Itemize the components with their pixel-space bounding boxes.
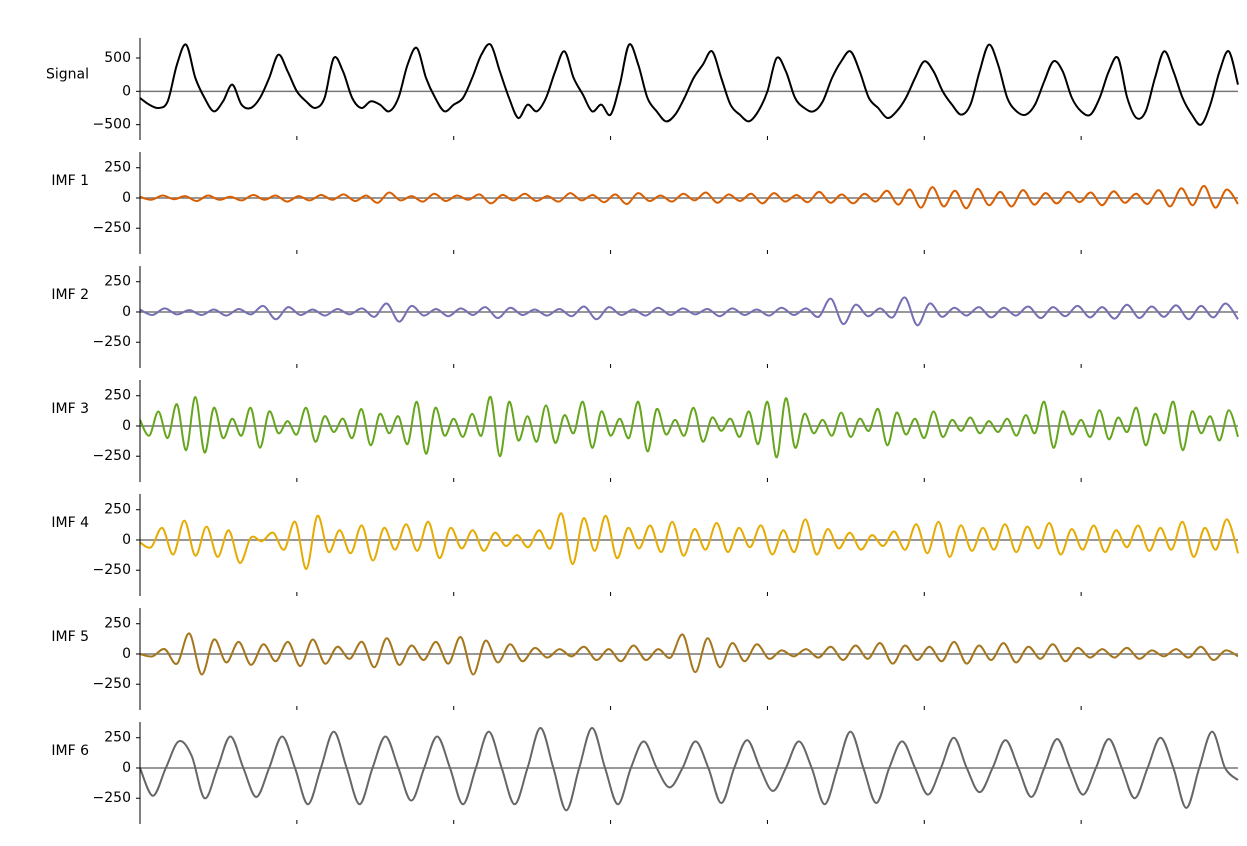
y-tick-label: −250 xyxy=(93,562,131,578)
y-tick-label: 0 xyxy=(122,418,131,434)
y-tick-label: −250 xyxy=(93,790,131,806)
signal-line xyxy=(139,296,1239,327)
signal-line xyxy=(139,184,1239,210)
signal-line xyxy=(139,632,1239,676)
y-tick-label: −250 xyxy=(93,220,131,236)
y-tick-label: −250 xyxy=(93,676,131,692)
y-tick-label: −250 xyxy=(93,334,131,350)
y-tick-label: 250 xyxy=(104,502,131,518)
y-axis-label: Signal xyxy=(46,66,89,82)
y-tick-label: −250 xyxy=(93,448,131,464)
y-tick-label: 250 xyxy=(104,730,131,746)
y-tick-label: 0 xyxy=(122,760,131,776)
y-tick-label: −500 xyxy=(93,117,131,133)
y-tick-label: 250 xyxy=(104,616,131,632)
y-tick-label: 0 xyxy=(122,83,131,99)
signal-line xyxy=(139,395,1239,459)
signal-line xyxy=(139,512,1239,571)
y-axis-label: IMF 3 xyxy=(51,401,89,417)
y-axis-label: IMF 5 xyxy=(51,629,89,645)
y-tick-label: 250 xyxy=(104,274,131,290)
y-tick-label: 0 xyxy=(122,532,131,548)
y-axis-label: IMF 4 xyxy=(51,515,89,531)
y-axis-label: IMF 2 xyxy=(51,287,89,303)
signal-line xyxy=(139,727,1239,812)
y-axis-label: IMF 6 xyxy=(51,743,89,759)
signal-line xyxy=(139,43,1239,126)
y-tick-label: 250 xyxy=(104,388,131,404)
y-tick-label: 0 xyxy=(122,190,131,206)
y-tick-label: 250 xyxy=(104,160,131,176)
y-tick-label: 0 xyxy=(122,304,131,320)
y-tick-label: 0 xyxy=(122,646,131,662)
y-axis-label: IMF 1 xyxy=(51,173,89,189)
y-tick-label: 500 xyxy=(104,50,131,66)
